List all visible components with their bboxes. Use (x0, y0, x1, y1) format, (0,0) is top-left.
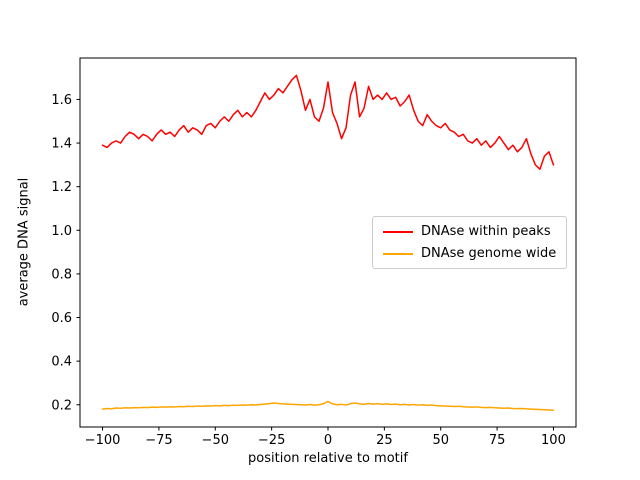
legend-label: DNAse within peaks (421, 224, 551, 239)
legend-line-orange (383, 252, 413, 255)
svg-text:25: 25 (376, 433, 393, 448)
svg-text:0.6: 0.6 (51, 311, 72, 326)
x-axis-label: position relative to motif (248, 451, 408, 466)
svg-text:50: 50 (432, 433, 449, 448)
legend-label: DNAse genome wide (421, 246, 557, 261)
legend-entry: DNAse within peaks (383, 224, 556, 239)
svg-text:1.6: 1.6 (51, 93, 72, 108)
svg-text:0.8: 0.8 (51, 267, 72, 282)
svg-text:0.4: 0.4 (51, 355, 72, 370)
svg-text:−75: −75 (145, 433, 172, 448)
svg-text:1.0: 1.0 (51, 224, 72, 239)
svg-text:1.2: 1.2 (51, 180, 72, 195)
y-axis-label: average DNA signal (16, 177, 32, 307)
svg-text:−25: −25 (258, 433, 285, 448)
svg-text:100: 100 (541, 433, 566, 448)
legend-entry: DNAse genome wide (383, 246, 556, 261)
svg-text:−50: −50 (202, 433, 229, 448)
svg-text:75: 75 (489, 433, 506, 448)
legend: DNAse within peaks DNAse genome wide (372, 216, 568, 269)
svg-text:1.4: 1.4 (51, 137, 72, 152)
svg-text:0.2: 0.2 (51, 398, 72, 413)
legend-line-red (383, 230, 413, 233)
svg-text:−100: −100 (85, 433, 121, 448)
svg-text:0: 0 (324, 433, 332, 448)
